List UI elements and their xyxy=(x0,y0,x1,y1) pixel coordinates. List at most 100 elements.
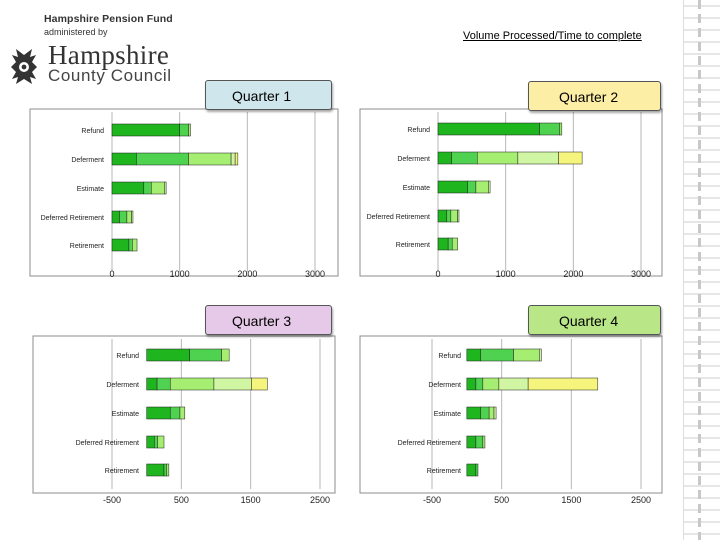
bar-segment xyxy=(558,151,583,165)
category-label: Retirement xyxy=(396,242,430,249)
bar-segment xyxy=(447,237,453,251)
bar-segment xyxy=(132,238,138,252)
bar-segment xyxy=(475,463,479,477)
x-tick-label: 1000 xyxy=(170,269,190,279)
category-label: Retirement xyxy=(70,243,104,250)
bar-segment xyxy=(539,348,542,362)
x-tick-label: 2000 xyxy=(237,269,257,279)
quarter-2-label: Quarter 2 xyxy=(528,81,661,111)
bar-segment xyxy=(480,406,490,420)
bar-segment xyxy=(451,237,458,251)
bar-segment xyxy=(475,180,490,194)
bar-segment xyxy=(466,435,477,449)
bar-segment xyxy=(150,181,166,195)
bar-segment xyxy=(146,463,165,477)
category-label: Deferment xyxy=(106,382,139,389)
x-tick-label: 1500 xyxy=(561,495,581,505)
bar-segment xyxy=(476,151,519,165)
bar-segment xyxy=(466,348,482,362)
bar-segment xyxy=(154,435,159,449)
bar-segment xyxy=(111,152,137,166)
chart-quarter-1: 0 1000 2000 3000 Refund Deferment Estimate Defe… xyxy=(29,108,339,279)
bar-segment xyxy=(166,463,170,477)
bar-segment xyxy=(450,209,458,223)
bar-segment xyxy=(169,406,181,420)
bar-segment xyxy=(446,209,452,223)
page-title: Volume Processed/Time to complete xyxy=(463,30,642,42)
category-label: Deferment xyxy=(428,382,461,389)
bar-segment xyxy=(498,377,529,391)
chart-quarter-3: -500 500 1500 2500 Refund Deferment Estimate De… xyxy=(32,335,336,505)
x-tick-label: 500 xyxy=(174,495,189,505)
bar-segment xyxy=(251,377,268,391)
quarter-3-label: Quarter 3 xyxy=(205,305,332,335)
bar-segment xyxy=(493,406,497,420)
bar-segment xyxy=(437,122,540,136)
category-label: Estimate xyxy=(403,185,430,192)
bar-segment xyxy=(230,152,236,166)
x-tick-label: 2500 xyxy=(310,495,330,505)
logo-administered-by: administered by xyxy=(44,27,108,37)
bar-segment xyxy=(457,209,460,223)
bar-segment xyxy=(234,152,239,166)
bar-segment xyxy=(157,435,165,449)
x-tick-label: 3000 xyxy=(631,269,651,279)
bar-segment xyxy=(466,406,482,420)
x-tick-label: -500 xyxy=(103,495,121,505)
bar-segment xyxy=(482,435,486,449)
bar-segment xyxy=(131,210,134,224)
plot-frame xyxy=(359,108,663,277)
logo-county-council: County Council xyxy=(48,66,172,85)
bar-segment xyxy=(513,348,540,362)
chart-quarter-4: -500 500 1500 2500 Refund Deferment Estimate De… xyxy=(359,335,663,505)
logo-fund-name: Hampshire Pension Fund xyxy=(44,13,173,25)
bar-segment xyxy=(111,181,145,195)
bar-segment xyxy=(488,180,491,194)
category-label: Deferment xyxy=(397,156,430,163)
category-label: Refund xyxy=(407,127,430,134)
bar-segment xyxy=(179,123,189,137)
bar-segment xyxy=(437,151,452,165)
category-label: Refund xyxy=(81,128,104,135)
bar-segment xyxy=(111,210,120,224)
bar-segment xyxy=(488,406,495,420)
category-label: Estimate xyxy=(112,411,139,418)
x-tick-label: 0 xyxy=(109,269,114,279)
x-tick-label: 0 xyxy=(435,269,440,279)
bar-segment xyxy=(539,122,561,136)
bar-segment xyxy=(156,377,171,391)
bar-segment xyxy=(188,152,232,166)
bar-segment xyxy=(119,210,128,224)
logo-hampshire: Hampshire xyxy=(48,40,170,70)
bar-segment xyxy=(146,348,190,362)
bar-segment xyxy=(437,209,448,223)
category-label: Estimate xyxy=(434,411,461,418)
bar-segment xyxy=(128,238,133,252)
bar-segment xyxy=(451,151,478,165)
bar-segment xyxy=(146,406,171,420)
category-label: Refund xyxy=(438,353,461,360)
bar-segment xyxy=(467,180,477,194)
bar-segment xyxy=(146,435,155,449)
bar-segment xyxy=(146,377,158,391)
category-label: Deferment xyxy=(71,157,104,164)
bar-segment xyxy=(466,463,477,477)
bar-segment xyxy=(482,377,500,391)
category-label: Deferred Retirement xyxy=(41,215,104,222)
bar-segment xyxy=(527,377,599,391)
bar-segment xyxy=(480,348,514,362)
bar-segment xyxy=(111,238,130,252)
bar-segment xyxy=(164,181,167,195)
bar-segment xyxy=(437,180,469,194)
bar-segment xyxy=(179,406,186,420)
x-tick-label: 1000 xyxy=(496,269,516,279)
x-tick-label: 1500 xyxy=(241,495,261,505)
bar-segment xyxy=(466,377,477,391)
x-tick-label: -500 xyxy=(423,495,441,505)
category-label: Deferred Retirement xyxy=(398,440,461,447)
category-label: Deferred Retirement xyxy=(76,440,139,447)
page-edge-decoration xyxy=(683,0,720,540)
quarter-4-label: Quarter 4 xyxy=(528,305,661,335)
category-label: Retirement xyxy=(105,468,139,475)
